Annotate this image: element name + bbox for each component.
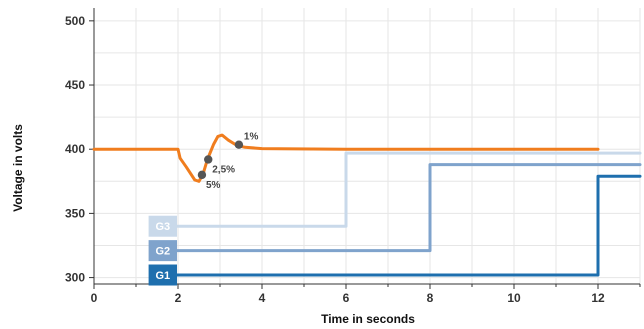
y-tick-label: 350 — [65, 206, 85, 220]
annotation-marker — [234, 140, 244, 149]
x-axis-title: Time in seconds — [321, 312, 415, 326]
generator-badge-label: G1 — [155, 270, 170, 282]
generator-badge — [148, 264, 177, 286]
annotation-marker — [204, 155, 213, 164]
series-g3-line — [155, 151, 642, 228]
annotation-label: 2,5% — [212, 164, 235, 175]
y-tick-label: 500 — [65, 14, 85, 28]
x-tick-label: 0 — [91, 291, 98, 305]
axes — [89, 8, 641, 289]
annotation-label: 5% — [206, 180, 221, 191]
y-tick-label: 300 — [65, 271, 85, 285]
tick-labels-group: 300 350 400 450 500 0 2 4 6 8 10 12 — [65, 14, 605, 305]
y-tick-label: 450 — [65, 78, 85, 92]
series-g2-line — [155, 163, 642, 253]
series-group — [92, 133, 642, 277]
x-tick-label: 8 — [427, 291, 434, 305]
x-tick-label: 12 — [591, 291, 605, 305]
series-g1-line — [155, 174, 642, 277]
x-tick-label: 10 — [507, 291, 521, 305]
generator-badge-label: G3 — [155, 221, 170, 233]
generator-labels-group: G3 G2 G1 — [148, 215, 177, 286]
generator-badge — [148, 240, 177, 262]
generator-badge — [148, 215, 177, 237]
annotation-marker — [197, 170, 207, 180]
y-axis-title: Voltage in volts — [11, 124, 25, 212]
generator-badge-label: G2 — [155, 246, 170, 258]
annotation-label: 1% — [244, 132, 259, 143]
annotations-group: 1% 2,5% 5% — [197, 132, 259, 191]
x-tick-label: 4 — [259, 291, 266, 305]
voltage-line — [92, 133, 600, 183]
x-tick-label: 2 — [175, 291, 182, 305]
y-tick-label: 400 — [65, 142, 85, 156]
x-tick-label: 6 — [343, 291, 350, 305]
